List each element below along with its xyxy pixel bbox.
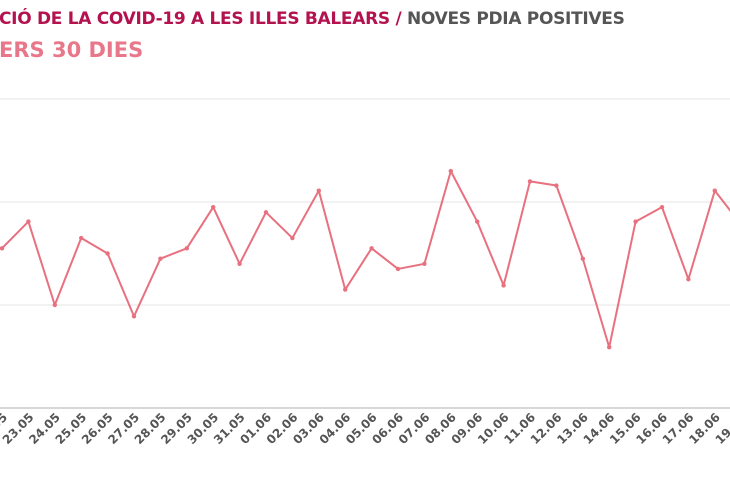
data-point[interactable]: [527, 179, 533, 184]
chart-title: CIÓ DE LA COVID-19 A LES ILLES BALEARS /…: [0, 9, 625, 29]
data-point[interactable]: [501, 283, 506, 288]
chart-title-metric: NOVES PDIA POSITIVES: [401, 9, 625, 29]
data-point[interactable]: [369, 246, 374, 251]
data-point[interactable]: [184, 246, 189, 251]
data-point[interactable]: [554, 183, 559, 188]
data-point[interactable]: [712, 188, 717, 193]
chart-subtitle: ERS 30 DIES: [0, 38, 144, 62]
data-point[interactable]: [343, 287, 348, 292]
data-point[interactable]: [52, 302, 57, 308]
data-point[interactable]: [448, 168, 453, 174]
data-point[interactable]: [659, 204, 665, 210]
data-point[interactable]: [633, 219, 638, 224]
data-point[interactable]: [26, 219, 31, 224]
data-point[interactable]: [263, 210, 269, 215]
data-point[interactable]: [290, 235, 295, 241]
data-point[interactable]: [105, 251, 110, 256]
data-point[interactable]: [79, 235, 84, 241]
data-point[interactable]: [686, 277, 691, 282]
data-point[interactable]: [131, 314, 137, 319]
data-point[interactable]: [607, 345, 612, 350]
data-point[interactable]: [395, 266, 401, 272]
data-point[interactable]: [237, 261, 242, 266]
data-point[interactable]: [475, 219, 480, 224]
data-point[interactable]: [211, 204, 216, 210]
data-point[interactable]: [0, 246, 5, 251]
series-line: [1, 170, 730, 349]
data-point[interactable]: [422, 261, 427, 266]
data-point[interactable]: [580, 256, 585, 261]
data-point[interactable]: [158, 256, 163, 261]
data-point[interactable]: [316, 188, 321, 193]
chart-title-main: CIÓ DE LA COVID-19 A LES ILLES BALEARS /: [0, 9, 402, 29]
